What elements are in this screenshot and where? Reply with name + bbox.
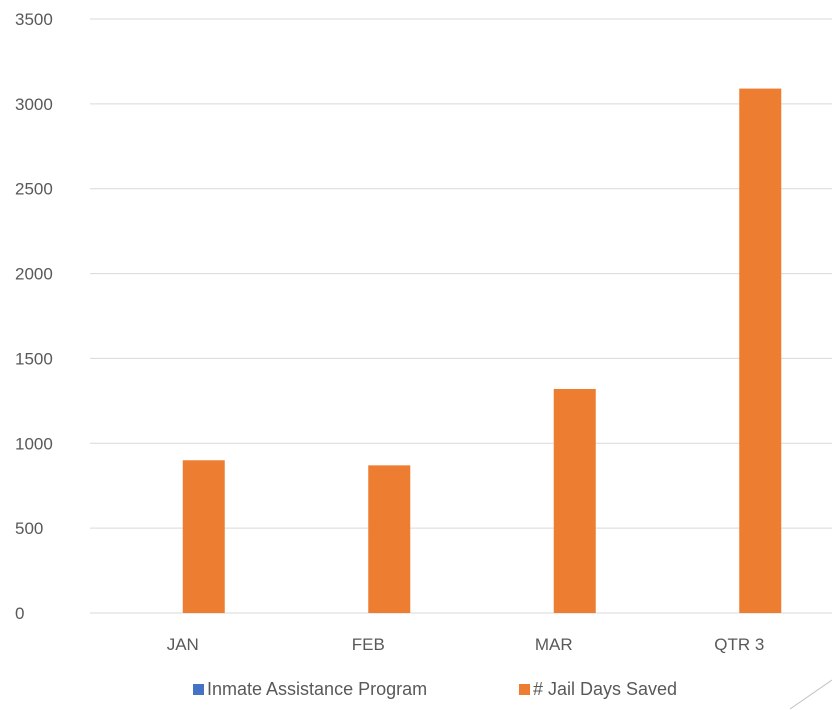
x-axis-categories: JAN FEB MAR QTR 3 bbox=[167, 635, 765, 654]
y-tick-label: 1000 bbox=[15, 434, 53, 453]
y-tick-label: 1500 bbox=[15, 349, 53, 368]
y-axis-ticks: 0 500 1000 1500 2000 2500 3000 3500 bbox=[15, 10, 53, 623]
legend-label: # Jail Days Saved bbox=[533, 679, 677, 699]
bars bbox=[182, 88, 782, 613]
y-tick-label: 0 bbox=[15, 604, 24, 623]
legend-swatch bbox=[193, 684, 204, 695]
x-category-label: JAN bbox=[167, 635, 199, 654]
bar-jail-days-saved bbox=[368, 465, 411, 613]
y-tick-label: 3000 bbox=[15, 95, 53, 114]
bar-jail-days-saved bbox=[182, 460, 225, 613]
y-tick-label: 2500 bbox=[15, 180, 53, 199]
bar-jail-days-saved bbox=[739, 88, 782, 613]
legend-swatch bbox=[519, 684, 530, 695]
legend: Inmate Assistance Program # Jail Days Sav… bbox=[193, 679, 677, 699]
x-category-label: MAR bbox=[535, 635, 573, 654]
y-tick-label: 500 bbox=[15, 519, 43, 538]
y-tick-label: 2000 bbox=[15, 265, 53, 284]
bar-jail-days-saved bbox=[553, 388, 596, 613]
decorative-corner-line bbox=[789, 679, 832, 710]
y-tick-label: 3500 bbox=[15, 10, 53, 29]
x-category-label: FEB bbox=[352, 635, 385, 654]
legend-label: Inmate Assistance Program bbox=[207, 679, 427, 699]
x-category-label: QTR 3 bbox=[714, 635, 764, 654]
